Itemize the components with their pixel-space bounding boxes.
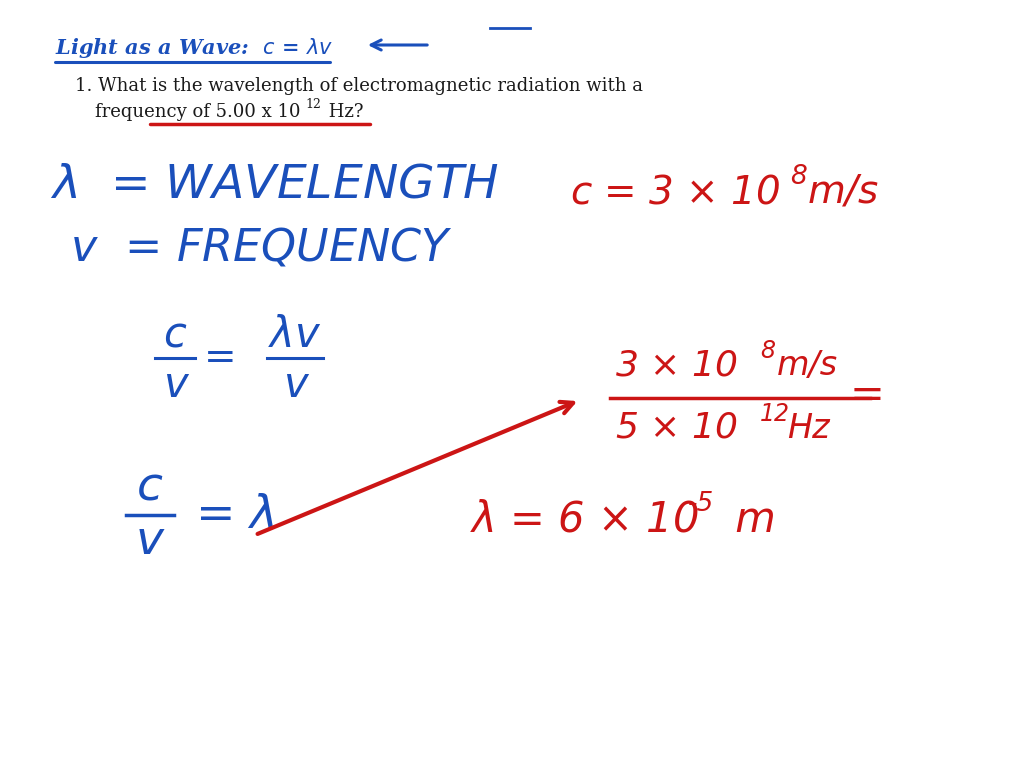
Text: v: v [283, 364, 307, 406]
Text: 8: 8 [760, 339, 775, 363]
Text: $c$ = 3 $\times$ 10: $c$ = 3 $\times$ 10 [570, 173, 780, 211]
Text: $\lambda$v: $\lambda$v [268, 314, 322, 356]
Text: 12: 12 [760, 402, 790, 426]
Text: Hz: Hz [787, 412, 829, 445]
Text: = $\lambda$: = $\lambda$ [195, 492, 274, 538]
Text: -5: -5 [688, 491, 715, 517]
Text: 1. What is the wavelength of electromagnetic radiation with a: 1. What is the wavelength of electromagn… [75, 77, 643, 95]
Text: =: = [204, 339, 237, 377]
Text: $v$  = FREQUENCY: $v$ = FREQUENCY [70, 227, 453, 270]
Text: 12: 12 [305, 98, 321, 111]
Text: v: v [163, 364, 187, 406]
Text: frequency of 5.00 x 10: frequency of 5.00 x 10 [95, 103, 300, 121]
Text: =: = [850, 374, 885, 416]
Text: 5 $\times$ 10: 5 $\times$ 10 [615, 411, 737, 445]
Text: m/s: m/s [808, 173, 880, 211]
Text: Hz?: Hz? [323, 103, 364, 121]
Text: 8: 8 [790, 164, 807, 190]
Text: m/s: m/s [777, 349, 838, 382]
Text: m: m [722, 499, 776, 541]
Text: v: v [136, 519, 164, 564]
Text: Light as a Wave:  $\mathit{c}$ = $\mathit{\lambda v}$: Light as a Wave: $\mathit{c}$ = $\mathit… [55, 36, 333, 60]
Text: $\lambda$  = WAVELENGTH: $\lambda$ = WAVELENGTH [50, 163, 499, 207]
Text: c: c [137, 465, 163, 511]
Text: $\lambda$ = 6 $\times$ 10: $\lambda$ = 6 $\times$ 10 [470, 499, 698, 541]
Text: c: c [164, 314, 186, 356]
Text: 3 $\times$ 10: 3 $\times$ 10 [615, 348, 737, 382]
